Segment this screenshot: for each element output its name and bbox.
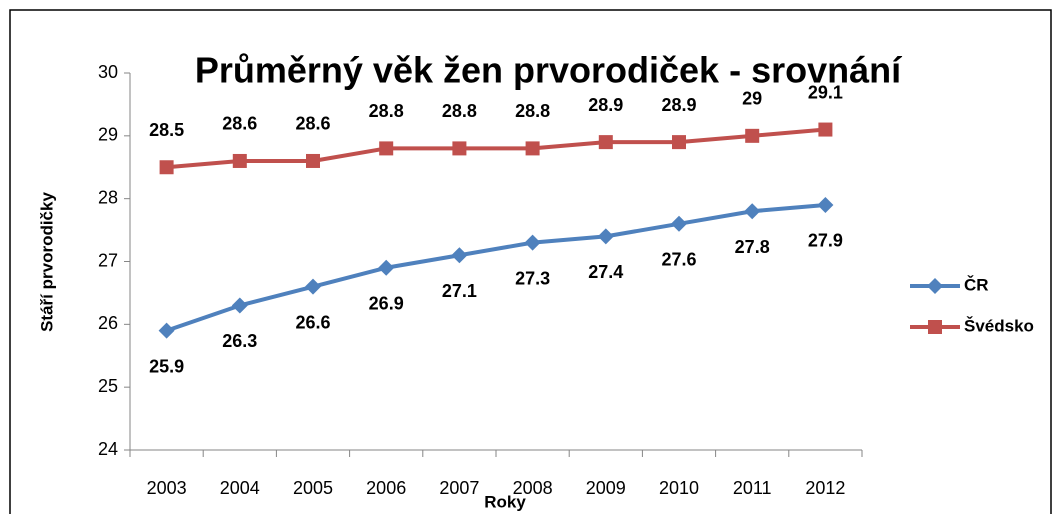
- chart-title: Průměrný věk žen prvorodiček - srovnání: [195, 50, 902, 91]
- data-label: 28.8: [442, 101, 477, 121]
- data-point: [672, 135, 686, 150]
- data-label: 27.1: [442, 281, 477, 301]
- legend-label: ČR: [964, 275, 989, 294]
- data-point: [306, 153, 320, 168]
- data-point: [598, 135, 613, 150]
- x-tick-label: 2012: [805, 478, 845, 498]
- data-label: 28.9: [588, 95, 623, 115]
- y-tick-label: 26: [98, 313, 118, 333]
- data-label: 26.3: [222, 331, 257, 351]
- data-label: 27.8: [735, 237, 770, 257]
- y-tick-label: 28: [98, 187, 118, 207]
- x-axis-label: Roky: [484, 492, 526, 511]
- data-point: [525, 141, 540, 156]
- y-tick-label: 29: [98, 125, 118, 145]
- data-label: 27.6: [661, 250, 696, 270]
- x-tick-label: 2007: [439, 478, 479, 498]
- data-point: [379, 141, 394, 156]
- data-label: 29: [742, 89, 762, 109]
- data-point: [671, 215, 687, 232]
- data-label: 25.9: [149, 356, 184, 376]
- data-label: 26.6: [295, 312, 330, 332]
- data-label: 27.3: [515, 268, 550, 288]
- chart-border: [9, 9, 1052, 514]
- x-tick-label: 2003: [147, 478, 187, 498]
- data-label: 28.6: [295, 114, 330, 134]
- data-label: 27.9: [808, 231, 843, 251]
- data-point: [378, 259, 395, 276]
- data-point: [818, 122, 833, 137]
- x-tick-label: 2010: [659, 478, 699, 498]
- y-tick-label: 24: [98, 439, 118, 459]
- data-point: [597, 228, 614, 245]
- legend-marker: [927, 278, 943, 294]
- legend-label: Švédsko: [964, 316, 1034, 335]
- data-label: 28.8: [369, 101, 404, 121]
- y-tick-label: 27: [98, 250, 118, 270]
- data-point: [452, 141, 467, 156]
- series-line: [166, 127, 826, 170]
- series-line: [165, 202, 826, 333]
- data-label: 28.8: [515, 101, 550, 121]
- x-tick-label: 2006: [366, 478, 406, 498]
- legend-marker: [928, 320, 942, 334]
- data-point: [744, 203, 761, 220]
- data-point: [158, 322, 175, 339]
- data-point: [159, 160, 174, 175]
- data-point: [305, 278, 321, 295]
- data-point: [817, 196, 834, 213]
- y-tick-label: 30: [98, 62, 118, 82]
- y-axis-label: Stáří prvorodičky: [37, 192, 56, 332]
- x-tick-label: 2004: [220, 478, 260, 498]
- x-tick-label: 2009: [586, 478, 626, 498]
- data-point: [231, 297, 248, 314]
- x-tick-label: 2008: [513, 478, 553, 498]
- data-label: 28.6: [222, 114, 257, 134]
- data-label: 26.9: [369, 294, 404, 314]
- data-point: [451, 247, 468, 264]
- data-point: [524, 234, 541, 251]
- data-point: [232, 153, 247, 168]
- data-label: 27.4: [588, 262, 623, 282]
- x-tick-label: 2011: [733, 478, 772, 498]
- data-label: 28.5: [149, 120, 184, 140]
- x-tick-label: 2005: [293, 478, 333, 498]
- data-label: 29.1: [808, 82, 843, 102]
- data-point: [745, 128, 760, 143]
- data-label: 28.9: [661, 95, 696, 115]
- y-tick-label: 25: [98, 376, 118, 396]
